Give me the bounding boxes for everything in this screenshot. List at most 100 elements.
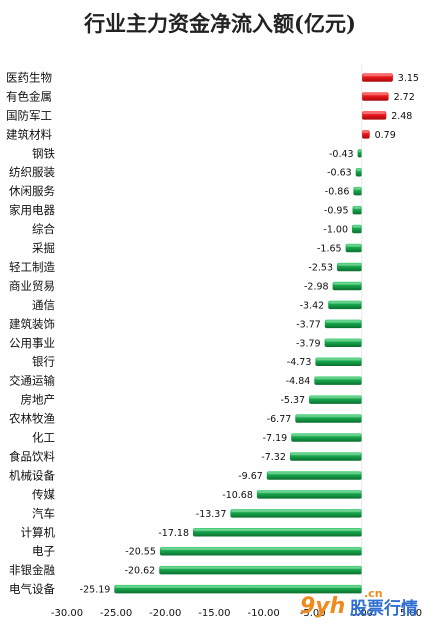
value-label: -7.19 bbox=[263, 433, 288, 444]
bar bbox=[315, 357, 362, 366]
bar-highlight bbox=[362, 74, 392, 77]
bar-highlight bbox=[194, 529, 361, 531]
bar-highlight bbox=[338, 263, 361, 266]
x-axis: -30.00 -25.00 -20.00 -15.00 -10.00 -5.00 0.00 5… bbox=[51, 64, 422, 619]
value-label: 3.15 bbox=[398, 73, 419, 84]
value-label: -0.86 bbox=[325, 187, 350, 198]
watermark: 9yh .cn 股票行情 bbox=[300, 587, 418, 619]
value-label: -20.55 bbox=[125, 547, 156, 558]
watermark-text: 股票行情 bbox=[350, 598, 418, 619]
bar bbox=[345, 243, 362, 253]
category-label: 传媒 bbox=[32, 487, 55, 501]
category-label: 化工 bbox=[32, 431, 55, 445]
bar-highlight bbox=[329, 301, 361, 304]
category-label: 国防军工 bbox=[6, 108, 52, 122]
bar-highlight bbox=[267, 472, 361, 475]
category-label: 房地产 bbox=[21, 393, 56, 407]
bar bbox=[361, 92, 389, 101]
category-label: 机械设备 bbox=[9, 468, 55, 482]
category-label: 汽车 bbox=[32, 506, 55, 520]
x-tick-label: -15.00 bbox=[198, 608, 230, 619]
bar bbox=[328, 300, 362, 310]
value-label: -0.95 bbox=[324, 206, 349, 217]
bar bbox=[324, 338, 362, 347]
bar bbox=[289, 452, 362, 461]
category-label: 食品饮料 bbox=[9, 450, 55, 464]
bar-highlight bbox=[292, 434, 361, 437]
bar bbox=[314, 376, 362, 385]
value-label: -1.00 bbox=[323, 225, 348, 236]
value-label: -3.77 bbox=[296, 319, 321, 330]
x-tick-label: 0.00 bbox=[351, 608, 373, 619]
value-label: -3.79 bbox=[296, 338, 321, 349]
category-label: 综合 bbox=[32, 222, 55, 236]
bar bbox=[256, 490, 362, 499]
category-label: 非银金融 bbox=[9, 563, 55, 577]
bar bbox=[361, 111, 387, 120]
bar bbox=[361, 73, 393, 82]
bar-highlight bbox=[353, 206, 361, 209]
bar bbox=[193, 528, 362, 537]
x-tick-label: 5.00 bbox=[400, 608, 422, 619]
bar bbox=[114, 584, 362, 594]
value-label: -2.98 bbox=[304, 281, 329, 292]
category-label: 有色金属 bbox=[6, 89, 52, 103]
category-label: 建筑材料 bbox=[6, 127, 52, 141]
bar-highlight bbox=[296, 415, 361, 418]
category-label: 商业贸易 bbox=[9, 279, 55, 293]
value-label: -4.73 bbox=[287, 357, 312, 368]
bar-highlight bbox=[257, 491, 361, 494]
value-label: -10.68 bbox=[222, 490, 253, 501]
category-label: 交通运输 bbox=[9, 374, 55, 388]
bar bbox=[332, 281, 362, 291]
x-tick-label: -25.00 bbox=[100, 608, 132, 619]
bar-highlight bbox=[290, 453, 361, 456]
value-label: -2.53 bbox=[308, 263, 333, 274]
bar bbox=[266, 471, 362, 480]
bar-highlight bbox=[362, 131, 369, 134]
bar bbox=[295, 414, 362, 423]
bar bbox=[353, 186, 362, 196]
value-label: -9.67 bbox=[238, 471, 263, 482]
value-label: -20.62 bbox=[125, 566, 156, 577]
category-label: 公用事业 bbox=[9, 336, 55, 350]
bar-highlight bbox=[325, 320, 361, 323]
x-tick-label: -10.00 bbox=[247, 608, 279, 619]
bar-highlight bbox=[362, 93, 388, 96]
bar-highlight bbox=[325, 339, 361, 342]
category-label: 采掘 bbox=[32, 241, 55, 255]
bar bbox=[355, 168, 362, 177]
value-label: -17.18 bbox=[158, 528, 189, 539]
bar bbox=[337, 262, 362, 272]
value-label: -7.32 bbox=[261, 452, 286, 463]
value-label: -0.63 bbox=[327, 168, 352, 179]
category-label: 银行 bbox=[32, 355, 55, 369]
category-label: 轻工制造 bbox=[9, 260, 55, 274]
bar-highlight bbox=[346, 244, 361, 247]
value-label: 2.48 bbox=[391, 111, 412, 122]
category-label: 休闲服务 bbox=[9, 184, 55, 198]
category-label: 电子 bbox=[32, 544, 55, 558]
value-label: -5.37 bbox=[281, 395, 306, 406]
x-tick-label: -5.00 bbox=[300, 608, 326, 619]
value-label: -13.37 bbox=[196, 509, 227, 520]
x-tick-label: -30.00 bbox=[51, 608, 83, 619]
bar-highlight bbox=[362, 112, 386, 115]
bar bbox=[352, 205, 362, 215]
category-label: 家用电器 bbox=[9, 203, 55, 217]
bar-highlight bbox=[354, 187, 361, 190]
bar-highlight bbox=[231, 510, 361, 513]
watermark-domain: .cn bbox=[364, 587, 383, 600]
category-label: 通信 bbox=[32, 298, 55, 312]
value-label: -25.19 bbox=[80, 585, 111, 596]
category-label: 计算机 bbox=[21, 525, 56, 539]
value-label: -3.42 bbox=[300, 300, 325, 311]
value-label: 0.79 bbox=[375, 130, 396, 141]
bar-highlight bbox=[160, 566, 361, 569]
bar-highlight bbox=[358, 150, 361, 152]
chart-title: 行业主力资金净流入额(亿元) bbox=[83, 11, 356, 36]
bar bbox=[230, 509, 362, 518]
value-label: -1.65 bbox=[317, 244, 342, 255]
bar bbox=[159, 547, 362, 556]
